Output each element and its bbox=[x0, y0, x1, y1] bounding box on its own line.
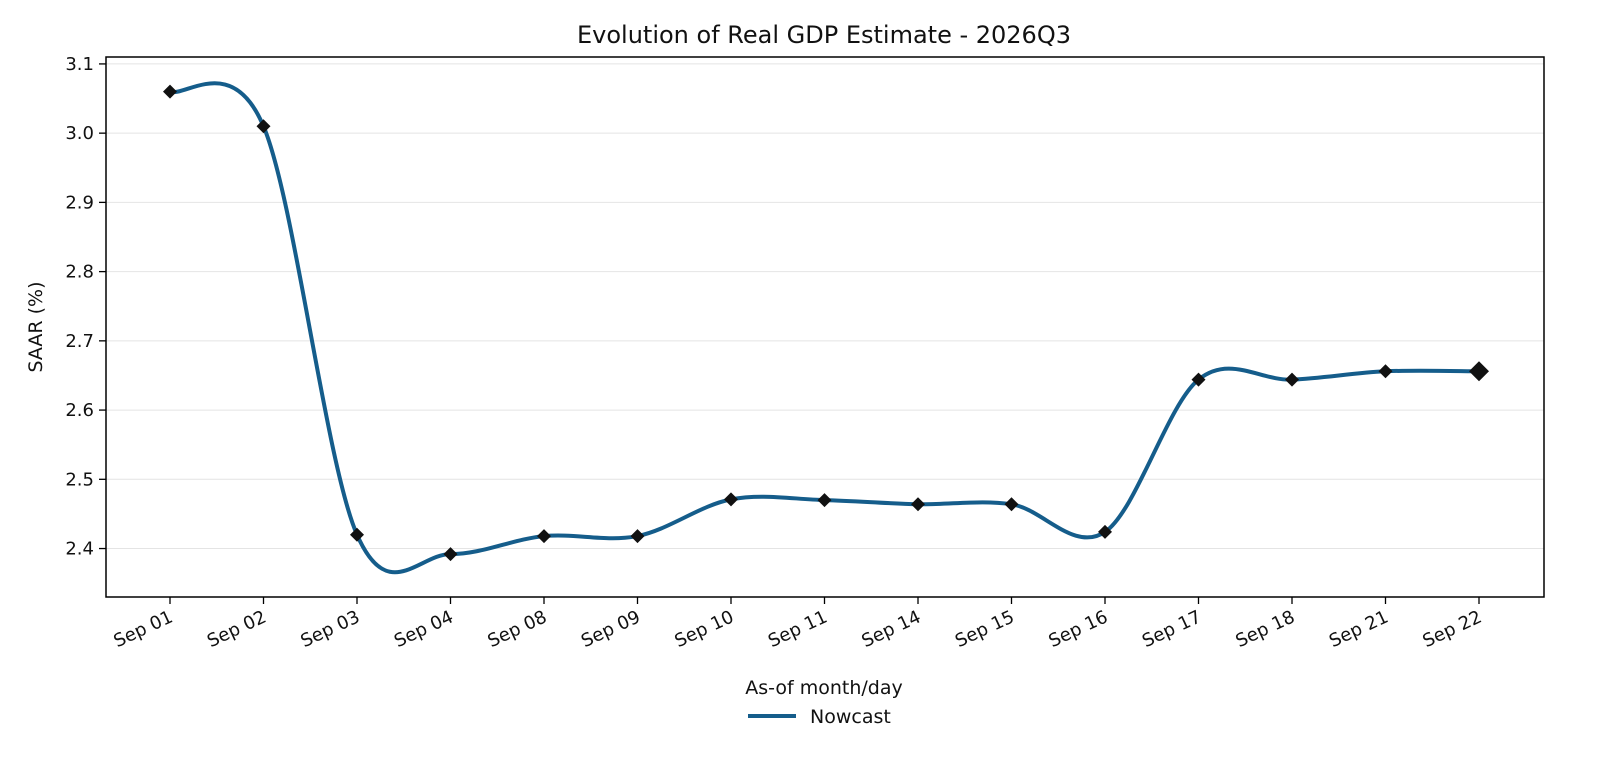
data-point-0 bbox=[163, 84, 177, 99]
legend-label-nowcast: Nowcast bbox=[810, 706, 891, 728]
y-tick-label-1: 2.5 bbox=[65, 469, 94, 490]
plot-frame bbox=[105, 56, 1545, 598]
y-tick-label-5: 2.9 bbox=[65, 192, 94, 213]
data-point-10 bbox=[1098, 524, 1112, 539]
data-point-1 bbox=[256, 119, 271, 134]
data-point-7 bbox=[817, 493, 832, 508]
y-tick-label-0: 2.4 bbox=[65, 539, 94, 560]
data-point-4 bbox=[537, 529, 551, 544]
y-tick-label-4: 2.8 bbox=[65, 262, 94, 283]
data-point-13 bbox=[1378, 364, 1393, 379]
y-axis-ticks: 2.4 2.5 2.6 2.7 2.8 2.9 3.0 3.1 bbox=[65, 54, 106, 560]
series-line-nowcast bbox=[168, 81, 1481, 575]
data-point-14 bbox=[1469, 361, 1489, 382]
data-point-11 bbox=[1191, 372, 1206, 387]
gridlines bbox=[106, 63, 1544, 550]
y-tick-label-6: 3.0 bbox=[65, 123, 94, 144]
data-point-12 bbox=[1285, 372, 1299, 387]
legend: Nowcast bbox=[748, 706, 891, 728]
y-axis-label: SAAR (%) bbox=[25, 281, 47, 372]
y-tick-label-2: 2.6 bbox=[65, 400, 94, 421]
y-tick-label-3: 2.7 bbox=[65, 331, 94, 352]
data-point-5 bbox=[630, 529, 645, 544]
data-markers bbox=[163, 84, 1489, 562]
data-point-6 bbox=[724, 492, 738, 507]
chart-title: Evolution of Real GDP Estimate - 2026Q3 bbox=[577, 21, 1071, 49]
data-point-8 bbox=[911, 497, 925, 512]
data-point-2 bbox=[350, 527, 364, 542]
x-axis-label: As-of month/day bbox=[745, 677, 902, 699]
data-point-9 bbox=[1004, 497, 1019, 512]
data-point-3 bbox=[443, 547, 458, 562]
y-tick-label-7: 3.1 bbox=[65, 54, 94, 75]
